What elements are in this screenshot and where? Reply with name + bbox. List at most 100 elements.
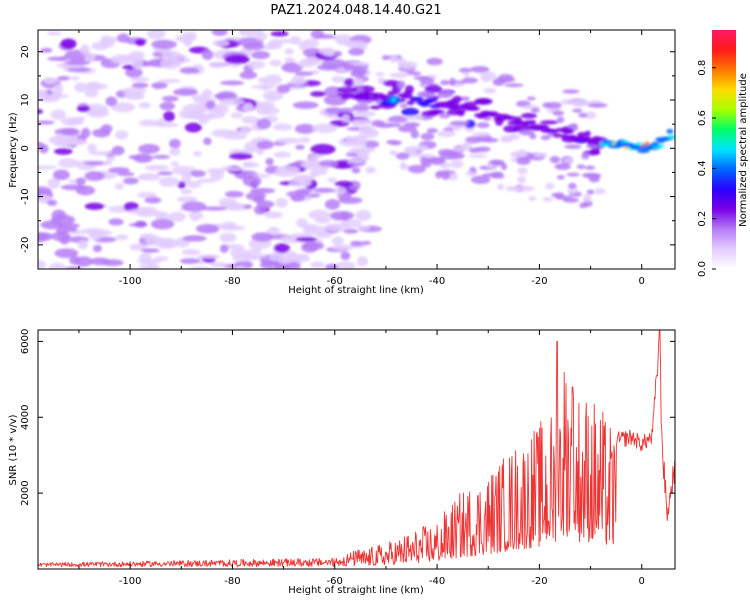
spectral-blob (123, 177, 139, 185)
spectral-blob (449, 77, 456, 86)
spectral-blob (463, 73, 470, 78)
spectral-blob (470, 66, 490, 73)
snr-y-axis: 2000 4000 6000 (20, 329, 675, 506)
spectral-blob (274, 264, 290, 269)
spectrogram-x-axis: -100 -80 -60 -40 -20 0 (78, 30, 645, 287)
spectral-blob (201, 206, 228, 211)
spectral-blob (151, 39, 177, 50)
spectral-blob (586, 189, 595, 195)
spectral-blob (412, 96, 423, 102)
spectral-blob (228, 152, 253, 160)
spectral-blob (177, 181, 186, 189)
spectral-blob (65, 60, 91, 66)
spectral-blob (315, 231, 333, 239)
spectrogram-frame (37, 29, 676, 270)
snr-y-label: SNR (10 * v/v) (8, 414, 19, 485)
spectral-blob (519, 130, 535, 136)
spectral-blob (611, 141, 617, 146)
spectral-blob (219, 244, 229, 253)
spectral-blob (320, 166, 330, 171)
spectral-blob (219, 232, 237, 243)
spectral-blob (318, 47, 336, 55)
x-tick-label: -20 (531, 576, 547, 587)
spectral-blob (70, 76, 80, 81)
spectral-blob (238, 30, 264, 37)
snr-line (38, 330, 675, 568)
spectral-blob (186, 180, 202, 189)
spectral-blob (125, 67, 143, 78)
spectral-blob (572, 108, 583, 113)
spectral-blob (117, 172, 135, 177)
spectral-blob (134, 38, 146, 46)
spectral-blob (219, 225, 246, 231)
spectral-blob (237, 37, 264, 47)
spectral-blob (201, 49, 214, 61)
spectral-blob (74, 82, 87, 93)
spectral-blob (437, 148, 456, 156)
spectral-blob (396, 80, 406, 89)
spectral-blob (223, 244, 245, 250)
spectral-blob (568, 123, 578, 129)
spectral-blob (179, 114, 204, 119)
spectral-blob (404, 145, 420, 154)
spectral-blob (239, 71, 258, 80)
spectral-blob (620, 142, 629, 148)
spectral-blob (249, 187, 276, 194)
figure-title: PAZ1.2024.048.14.40.G21 (270, 3, 441, 18)
spectral-blob (179, 67, 200, 74)
spectral-blob (188, 266, 211, 269)
spectral-blob (398, 125, 418, 133)
spectral-blob (539, 120, 559, 125)
spectral-blob (357, 225, 371, 231)
spectral-blob (251, 84, 276, 90)
spectral-blob (516, 185, 535, 192)
spectral-blob (568, 182, 577, 189)
spectral-blob (281, 62, 303, 73)
spectral-blob (161, 50, 181, 59)
spectral-blob (224, 54, 250, 65)
spectral-blob (308, 209, 331, 220)
spectral-blob (297, 61, 315, 68)
spectral-blob (540, 135, 551, 141)
spectral-blob (163, 111, 175, 122)
spectral-blob (325, 263, 338, 269)
spectral-blob (117, 33, 130, 43)
spectral-blob (154, 122, 179, 128)
spectral-blob (233, 265, 247, 269)
spectral-blob (220, 166, 246, 171)
spectral-blob (141, 248, 160, 253)
spectral-blob (427, 109, 441, 115)
spectral-blob (583, 111, 597, 119)
spectral-blob (552, 110, 565, 116)
x-tick-label: -80 (224, 576, 240, 587)
spectral-blob (343, 78, 355, 87)
spectral-blob (151, 82, 168, 89)
spectral-blob (640, 144, 645, 148)
spectral-blob (363, 128, 378, 135)
x-tick-label: -40 (429, 276, 445, 287)
y-tick-label: 6000 (20, 329, 31, 354)
spectral-blob (389, 54, 398, 63)
spectral-blob (465, 136, 483, 144)
spectral-blob (75, 116, 86, 122)
spectral-blob (265, 157, 274, 166)
spectral-blob (420, 132, 435, 141)
spectral-blob (336, 86, 357, 93)
spectral-blob (276, 84, 291, 94)
spectral-blob (92, 244, 102, 253)
y-tick-label: -10 (20, 188, 31, 204)
spectral-blob (80, 127, 91, 139)
spectral-blob (89, 257, 111, 266)
spectral-blob (273, 169, 297, 177)
spectral-blob (490, 159, 504, 166)
spectral-blob (211, 129, 235, 138)
spectral-blob (528, 196, 537, 201)
spectral-blob (173, 88, 199, 96)
x-tick-label: -100 (119, 576, 142, 587)
spectral-blob (586, 144, 599, 149)
spectral-blob (272, 123, 293, 131)
spectral-blob (298, 41, 309, 51)
spectral-blob (182, 31, 197, 39)
spectral-blob (210, 262, 227, 268)
spectral-blob (180, 188, 193, 195)
